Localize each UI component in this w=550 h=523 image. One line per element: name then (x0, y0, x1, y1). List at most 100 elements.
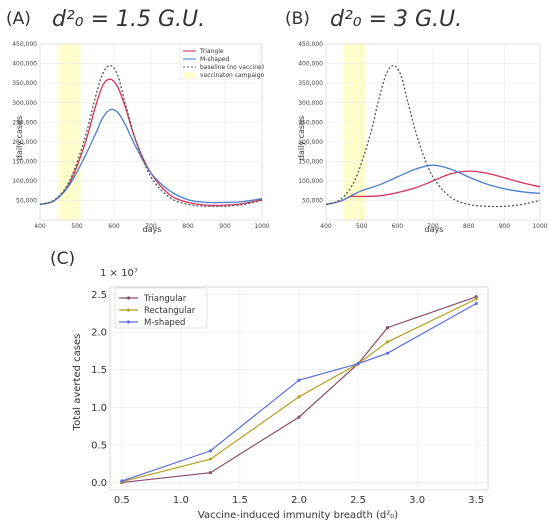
y-tick-label: 450,000 (12, 41, 37, 48)
data-point (297, 395, 301, 399)
series-line-m-shaped (121, 302, 477, 482)
x-tick-label: 400 (320, 223, 332, 230)
x-tick-label: 1000 (532, 223, 547, 230)
panel-c-ylabel: Total averted cases (72, 334, 83, 432)
y-tick-label: 250,000 (12, 119, 37, 126)
data-point (385, 351, 390, 355)
legend-marker (126, 308, 131, 312)
x-tick-label: 0.5 (114, 495, 130, 506)
data-point (385, 326, 390, 330)
legend-marker (126, 320, 131, 324)
y-tick-label: 350,000 (12, 80, 37, 87)
panel-a-xlabel: days (143, 225, 162, 234)
data-point (356, 362, 360, 366)
data-point (474, 301, 478, 306)
x-tick-label: 500 (356, 223, 368, 230)
panel-a-label: (A) (6, 9, 31, 29)
legend-label: M-shaped (144, 318, 185, 328)
x-tick-label: 700 (145, 223, 157, 230)
x-tick-label: 700 (427, 223, 439, 230)
series-line-triangle (325, 170, 541, 206)
data-point (208, 449, 213, 453)
data-point (474, 295, 478, 299)
x-tick-label: 600 (108, 223, 120, 230)
panel-b-title: d²₀ = 3 G.U. (330, 7, 462, 32)
x-tick-label: 3.0 (409, 495, 425, 506)
y-tick-label: 200,000 (12, 139, 37, 146)
legend-label: Rectangular (144, 306, 196, 316)
x-tick-label: 600 (392, 223, 404, 230)
series-line-m-shaped (325, 164, 541, 206)
charts-layer: 400 500 600 700 800 900 1000 50,000 100,000 150,0… (12, 41, 548, 506)
panel-c-label: (C) (50, 249, 75, 269)
x-tick-label: 900 (499, 223, 511, 230)
x-tick-label: 1000 (254, 223, 269, 230)
x-tick-label: 1.0 (173, 495, 189, 506)
legend-label: Triangular (143, 294, 187, 304)
panel-a-ylabel: daily cases (15, 116, 24, 160)
y-tick-label: 300,000 (12, 100, 37, 107)
x-tick-label: 2.0 (291, 495, 307, 506)
series-line-triangle (39, 78, 263, 207)
y-tick-label: 150,000 (298, 158, 323, 165)
y-tick-label: 150,000 (12, 158, 37, 165)
y-tick-label: 450,000 (298, 41, 323, 48)
y-tick-label: 300,000 (298, 100, 323, 107)
x-tick-label: 2.5 (350, 495, 366, 506)
panel-c-xlabel: Vaccine-induced immunity breadth (d²₀) (198, 510, 398, 521)
legend-swatch (183, 72, 196, 78)
y-tick-label: 200,000 (298, 139, 323, 146)
legend-label: vaccinaton campaign (200, 72, 264, 79)
vaccination-campaign-band (343, 44, 366, 220)
legend-label: baseline (no vaccine) (200, 64, 264, 71)
panel-b-ylabel: daily cases (297, 116, 306, 160)
y-tick-label: 0.0 (91, 478, 107, 489)
chart-A: 400 500 600 700 800 900 1000 50,000 100,000 150,0… (12, 41, 270, 230)
series-line-baseline-no-vaccine- (325, 64, 541, 208)
y-tick-label: 2.5 (91, 290, 107, 301)
legend-label: M-shaped (200, 56, 229, 63)
series-line-rectangular (121, 298, 477, 483)
panel-b-label: (B) (285, 9, 310, 29)
x-tick-label: 800 (182, 223, 194, 230)
x-tick-label: 900 (219, 223, 231, 230)
data-point (385, 340, 390, 344)
x-tick-label: 800 (463, 223, 475, 230)
legend-marker (126, 296, 131, 300)
y-tick-label: 2.0 (91, 328, 107, 339)
y-tick-label: 350,000 (298, 80, 323, 87)
series-line-m-shaped (39, 108, 263, 206)
plot-frame (109, 286, 489, 491)
y-tick-label: 100,000 (12, 178, 37, 185)
x-tick-label: 400 (34, 223, 46, 230)
data-point (208, 471, 213, 475)
data-point (297, 415, 301, 419)
panel-a-title: d²₀ = 1.5 G.U. (52, 7, 205, 32)
y-tick-label: 50,000 (302, 198, 323, 205)
y-tick-label: 1.0 (91, 403, 107, 414)
y-tick-label: 50,000 (16, 198, 37, 205)
data-point (208, 457, 213, 461)
panel-c-multiplier: 1 × 10⁷ (100, 268, 138, 279)
plot-frame (39, 43, 263, 221)
series-line-baseline-no-vaccine- (39, 64, 263, 208)
data-point (297, 378, 301, 382)
y-tick-label: 400,000 (12, 61, 37, 68)
x-tick-label: 500 (71, 223, 83, 230)
legend-label: Triangle (199, 48, 224, 55)
chart-B: 400 500 600 700 800 900 1000 50,000 100,000 150,0… (298, 41, 548, 230)
y-tick-label: 1.5 (91, 365, 107, 376)
y-tick-label: 400,000 (298, 61, 323, 68)
y-tick-label: 0.5 (91, 440, 107, 451)
data-point (120, 479, 124, 483)
data-point (474, 297, 478, 301)
chart-C: 0.5 1.0 1.5 2.0 2.5 3.0 3.5 0.0 0.5 1.0 1.5 2.0 2.5 T… (91, 286, 489, 506)
x-tick-label: 1.5 (232, 495, 248, 506)
series-line-triangular (121, 296, 477, 484)
y-tick-label: 100,000 (298, 178, 323, 185)
panel-b-xlabel: days (425, 225, 444, 234)
plot-frame (325, 43, 541, 221)
y-tick-label: 250,000 (298, 119, 323, 126)
